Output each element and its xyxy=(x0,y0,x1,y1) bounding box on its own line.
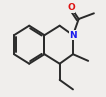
Text: O: O xyxy=(67,3,75,12)
Text: N: N xyxy=(69,31,77,40)
